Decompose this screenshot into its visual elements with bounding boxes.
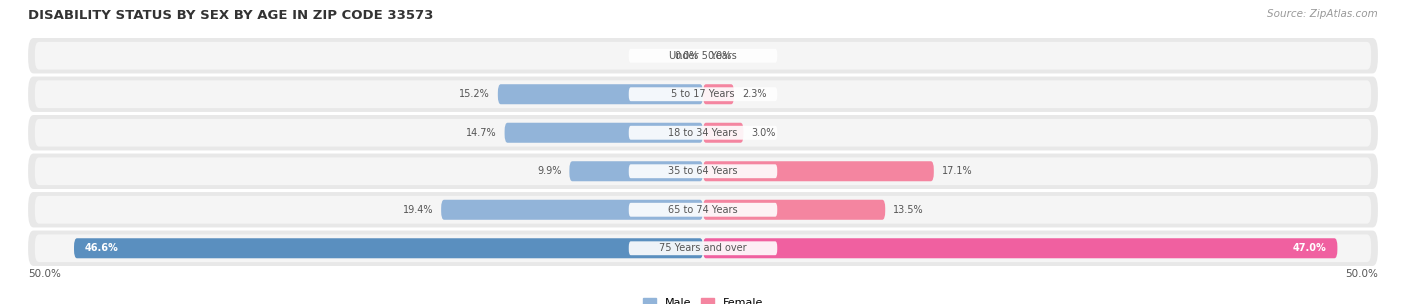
FancyBboxPatch shape [28, 230, 1378, 266]
Text: 46.6%: 46.6% [84, 243, 118, 253]
FancyBboxPatch shape [75, 238, 703, 258]
FancyBboxPatch shape [628, 49, 778, 63]
Text: Under 5 Years: Under 5 Years [669, 51, 737, 61]
FancyBboxPatch shape [703, 238, 1337, 258]
FancyBboxPatch shape [28, 77, 1378, 112]
FancyBboxPatch shape [498, 84, 703, 104]
FancyBboxPatch shape [628, 126, 778, 140]
Text: 47.0%: 47.0% [1294, 243, 1327, 253]
FancyBboxPatch shape [35, 42, 1371, 70]
FancyBboxPatch shape [703, 200, 886, 220]
FancyBboxPatch shape [35, 157, 1371, 185]
Text: 65 to 74 Years: 65 to 74 Years [668, 205, 738, 215]
Text: 2.3%: 2.3% [742, 89, 766, 99]
Text: 35 to 64 Years: 35 to 64 Years [668, 166, 738, 176]
Text: Source: ZipAtlas.com: Source: ZipAtlas.com [1267, 9, 1378, 19]
FancyBboxPatch shape [28, 115, 1378, 150]
Text: 3.0%: 3.0% [752, 128, 776, 138]
FancyBboxPatch shape [628, 87, 778, 101]
FancyBboxPatch shape [35, 80, 1371, 108]
Legend: Male, Female: Male, Female [638, 293, 768, 304]
FancyBboxPatch shape [441, 200, 703, 220]
Text: 18 to 34 Years: 18 to 34 Years [668, 128, 738, 138]
Text: 14.7%: 14.7% [465, 128, 496, 138]
FancyBboxPatch shape [628, 164, 778, 178]
Text: 15.2%: 15.2% [458, 89, 489, 99]
Text: 19.4%: 19.4% [402, 205, 433, 215]
Text: 0.0%: 0.0% [675, 51, 699, 61]
FancyBboxPatch shape [35, 234, 1371, 262]
Text: 50.0%: 50.0% [1346, 269, 1378, 279]
FancyBboxPatch shape [703, 84, 734, 104]
Text: 9.9%: 9.9% [537, 166, 561, 176]
Text: 75 Years and over: 75 Years and over [659, 243, 747, 253]
FancyBboxPatch shape [703, 123, 744, 143]
Text: DISABILITY STATUS BY SEX BY AGE IN ZIP CODE 33573: DISABILITY STATUS BY SEX BY AGE IN ZIP C… [28, 9, 433, 22]
FancyBboxPatch shape [703, 161, 934, 181]
Text: 17.1%: 17.1% [942, 166, 973, 176]
Text: 50.0%: 50.0% [28, 269, 60, 279]
Text: 13.5%: 13.5% [893, 205, 924, 215]
FancyBboxPatch shape [28, 154, 1378, 189]
FancyBboxPatch shape [28, 38, 1378, 74]
FancyBboxPatch shape [628, 203, 778, 217]
FancyBboxPatch shape [28, 192, 1378, 227]
FancyBboxPatch shape [505, 123, 703, 143]
FancyBboxPatch shape [35, 196, 1371, 224]
FancyBboxPatch shape [628, 241, 778, 255]
Text: 0.0%: 0.0% [707, 51, 731, 61]
FancyBboxPatch shape [569, 161, 703, 181]
Text: 5 to 17 Years: 5 to 17 Years [671, 89, 735, 99]
FancyBboxPatch shape [35, 119, 1371, 147]
